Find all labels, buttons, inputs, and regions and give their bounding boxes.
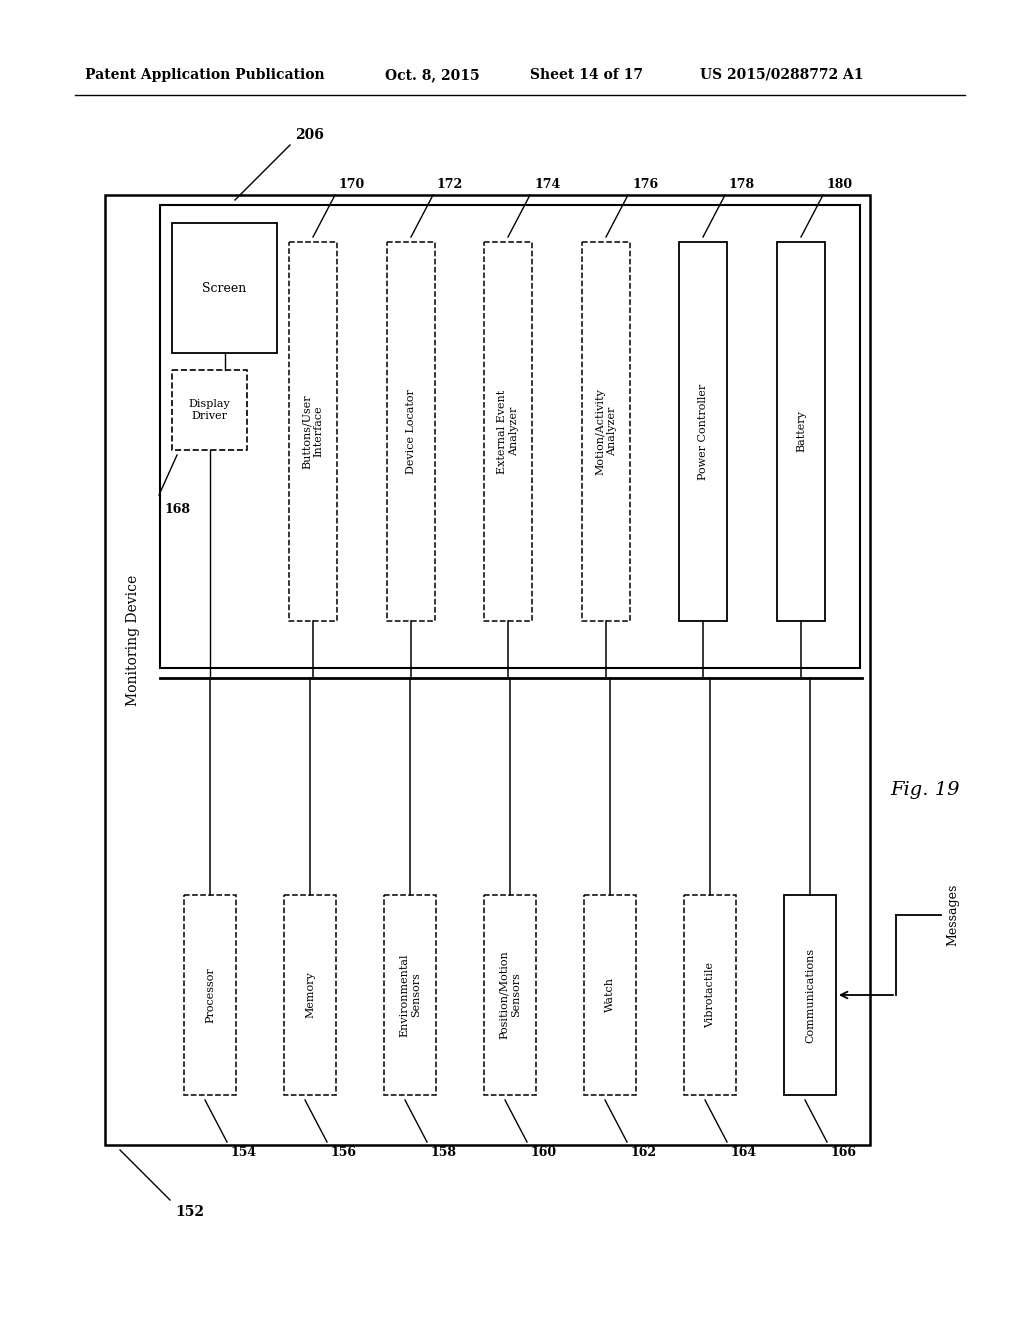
Text: 158: 158 (431, 1146, 457, 1159)
Text: 170: 170 (339, 178, 366, 191)
Text: 156: 156 (331, 1146, 357, 1159)
Text: 164: 164 (731, 1146, 757, 1159)
Bar (172, 223, 278, 352)
Bar (387, 242, 435, 620)
Bar (584, 895, 636, 1096)
Text: 168: 168 (164, 503, 190, 516)
Text: 172: 172 (437, 178, 463, 191)
Text: Display
Driver: Display Driver (188, 399, 230, 421)
Text: Oct. 8, 2015: Oct. 8, 2015 (385, 69, 479, 82)
Bar (582, 242, 630, 620)
Text: Position/Motion
Sensors: Position/Motion Sensors (500, 950, 521, 1039)
Bar (484, 242, 532, 620)
Text: 162: 162 (631, 1146, 657, 1159)
Text: Sheet 14 of 17: Sheet 14 of 17 (530, 69, 643, 82)
Bar (172, 370, 247, 450)
Bar (777, 242, 825, 620)
Text: Messages: Messages (946, 884, 959, 946)
Text: Battery: Battery (796, 411, 806, 453)
Text: 206: 206 (295, 128, 324, 143)
Bar (105, 195, 870, 1144)
Text: 176: 176 (632, 178, 658, 191)
Bar (679, 242, 727, 620)
Bar (289, 242, 337, 620)
Text: Environmental
Sensors: Environmental Sensors (399, 953, 421, 1036)
Text: Device Locator: Device Locator (406, 389, 416, 474)
Text: Processor: Processor (205, 968, 215, 1023)
Bar (384, 895, 436, 1096)
Text: Power Controller: Power Controller (698, 383, 708, 479)
Bar (184, 895, 236, 1096)
Text: Communications: Communications (805, 948, 815, 1043)
Text: Monitoring Device: Monitoring Device (126, 574, 140, 706)
Text: 180: 180 (827, 178, 853, 191)
Text: Vibrotactile: Vibrotactile (705, 962, 715, 1028)
Text: Buttons/User
Interface: Buttons/User Interface (302, 395, 324, 469)
Text: 160: 160 (531, 1146, 557, 1159)
Text: Memory: Memory (305, 972, 315, 1018)
Text: Watch: Watch (605, 978, 615, 1012)
Text: 154: 154 (231, 1146, 257, 1159)
Text: External Event
Analyzer: External Event Analyzer (498, 389, 519, 474)
Text: 178: 178 (729, 178, 755, 191)
Bar (284, 895, 336, 1096)
Text: US 2015/0288772 A1: US 2015/0288772 A1 (700, 69, 863, 82)
Bar (160, 205, 860, 668)
Text: Motion/Activity
Analyzer: Motion/Activity Analyzer (595, 388, 616, 475)
Bar (484, 895, 536, 1096)
Bar (684, 895, 736, 1096)
Text: Screen: Screen (203, 281, 247, 294)
Text: Fig. 19: Fig. 19 (890, 781, 959, 799)
Text: 152: 152 (175, 1205, 204, 1218)
Text: 166: 166 (831, 1146, 857, 1159)
Bar (784, 895, 836, 1096)
Text: 174: 174 (534, 178, 560, 191)
Text: Patent Application Publication: Patent Application Publication (85, 69, 325, 82)
